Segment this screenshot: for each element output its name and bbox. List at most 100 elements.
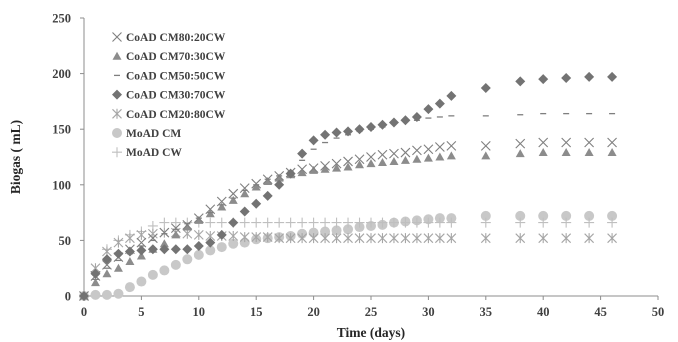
series-1: [79, 148, 617, 300]
x-axis-title: Time (days): [337, 325, 405, 340]
data-point: [354, 124, 365, 135]
data-point: [423, 104, 434, 115]
data-point: [182, 222, 192, 231]
data-point: [136, 276, 147, 287]
data-point: [262, 217, 273, 228]
y-axis-title: Biogas ( mL): [8, 120, 23, 194]
data-point: [400, 217, 411, 228]
data-point: [446, 90, 457, 101]
data-point: [262, 232, 273, 243]
data-point: [136, 237, 147, 248]
data-point: [251, 232, 262, 243]
data-point: [400, 233, 411, 244]
y-tick-label: 200: [52, 67, 71, 81]
data-point: [343, 217, 354, 228]
data-point: [320, 129, 331, 140]
data-point: [400, 115, 411, 126]
data-point: [515, 138, 526, 149]
data-point: [194, 215, 204, 224]
data-point: [354, 217, 365, 228]
data-point: [101, 254, 112, 265]
data-point: [124, 282, 135, 293]
data-point: [561, 210, 572, 221]
data-point: [262, 174, 273, 185]
legend-label: CoAD CM20:80CW: [126, 109, 226, 121]
data-point: [193, 213, 204, 224]
data-point: [412, 233, 422, 244]
data-point: [136, 229, 147, 240]
legend-item: CoAD CM50:50CW: [114, 70, 226, 82]
data-point: [228, 195, 238, 204]
data-point: [446, 233, 457, 244]
data-point: [366, 159, 376, 168]
data-point: [193, 240, 204, 251]
data-point: [216, 217, 227, 228]
data-point: [193, 249, 204, 260]
data-point: [607, 217, 618, 228]
data-point: [389, 148, 399, 159]
data-point: [297, 164, 308, 175]
legend-label: CoAD CM30:70CW: [126, 90, 226, 102]
data-point: [515, 217, 526, 228]
data-point: [389, 156, 399, 165]
data-point: [366, 121, 376, 132]
data-point: [515, 76, 526, 87]
data-point: [228, 188, 239, 199]
y-tick-label: 0: [65, 290, 71, 304]
data-point: [354, 233, 365, 244]
legend-item: MoAD CM: [112, 128, 181, 140]
data-point: [343, 126, 354, 137]
data-point: [561, 73, 572, 84]
data-point: [355, 160, 365, 169]
data-point: [216, 242, 227, 253]
data-point: [136, 251, 146, 260]
y-tick-label: 100: [52, 178, 71, 192]
data-point: [515, 210, 526, 221]
data-point: [308, 233, 319, 244]
data-point: [480, 210, 491, 221]
data-point: [159, 244, 170, 255]
x-tick-label: 15: [250, 305, 263, 319]
legend-marker: [112, 128, 122, 138]
data-point: [182, 219, 193, 230]
data-point: [538, 210, 549, 221]
data-point: [584, 233, 595, 244]
data-point: [240, 189, 250, 198]
data-point: [423, 153, 433, 162]
chart-legend: CoAD CM80:20CW CoAD CM70:30CW CoAD CM50:50…: [112, 32, 226, 159]
data-point: [561, 233, 572, 244]
legend-item: CoAD CM20:80CW: [112, 108, 226, 121]
y-tick-label: 150: [52, 123, 71, 137]
data-point: [251, 198, 262, 209]
data-point: [366, 152, 376, 162]
legend-label: CoAD CM70:30CW: [126, 51, 226, 63]
data-point: [159, 239, 169, 248]
legend-label: MoAD CW: [126, 147, 182, 159]
x-tick-label: 40: [537, 305, 550, 319]
data-point: [411, 111, 422, 122]
data-point: [102, 269, 112, 278]
data-point: [320, 226, 331, 237]
data-point: [274, 217, 285, 228]
data-point: [170, 223, 181, 234]
data-point: [159, 265, 170, 276]
data-point: [480, 140, 491, 151]
data-point: [205, 237, 216, 248]
data-point: [239, 217, 250, 228]
data-point: [170, 217, 181, 228]
data-point: [446, 217, 457, 228]
x-tick-label: 50: [652, 305, 665, 319]
data-point: [411, 217, 422, 228]
data-point: [320, 217, 331, 228]
data-point: [239, 183, 250, 194]
legend-item: CoAD CM30:70CW: [112, 89, 226, 102]
legend-marker: [112, 32, 122, 42]
data-point: [228, 230, 239, 241]
data-point: [285, 217, 296, 228]
data-point: [354, 154, 365, 165]
data-point: [216, 196, 227, 207]
data-point: [79, 291, 89, 301]
data-point: [320, 161, 330, 171]
x-tick-label: 5: [138, 305, 144, 319]
data-point: [538, 74, 549, 85]
